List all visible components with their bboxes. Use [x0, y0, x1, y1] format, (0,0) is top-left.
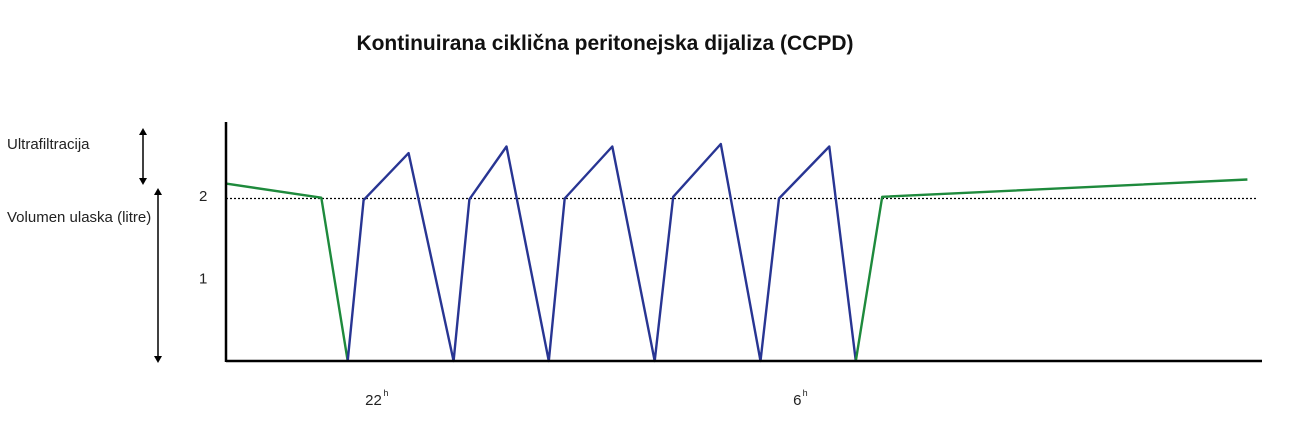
series-line-day-before [225, 182, 349, 362]
series-layer [225, 142, 1248, 363]
volume-arrow [154, 188, 162, 363]
x-tick-label-6: 6 [793, 392, 801, 409]
y-tick-label-1: 1 [199, 271, 207, 288]
x-tick-sup-22: h [383, 388, 388, 398]
ultrafiltration-arrow [139, 128, 147, 185]
ultrafiltration-arrow-head-bottom [139, 178, 147, 185]
y-tick-labels: 12 [199, 188, 207, 288]
x-tick-labels: 22 h 6 h [365, 388, 808, 409]
y-tick-label-2: 2 [199, 188, 207, 205]
ultrafiltration-label: Ultrafiltracija [7, 136, 90, 153]
volume-arrow-head-top [154, 188, 162, 195]
volume-arrow-head-bottom [154, 356, 162, 363]
x-tick-sup-6: h [803, 388, 808, 398]
y-axis-label: Volumen ulaska (litre) [7, 209, 152, 226]
series-line-day-after [854, 178, 1248, 362]
ultrafiltration-arrow-head-top [139, 128, 147, 135]
x-tick-label-22: 22 [365, 392, 382, 409]
series-line-night-cycles [346, 142, 857, 363]
chart-title: Kontinuirana ciklična peritonejska dijal… [356, 32, 854, 55]
annotation-arrows [139, 128, 162, 363]
